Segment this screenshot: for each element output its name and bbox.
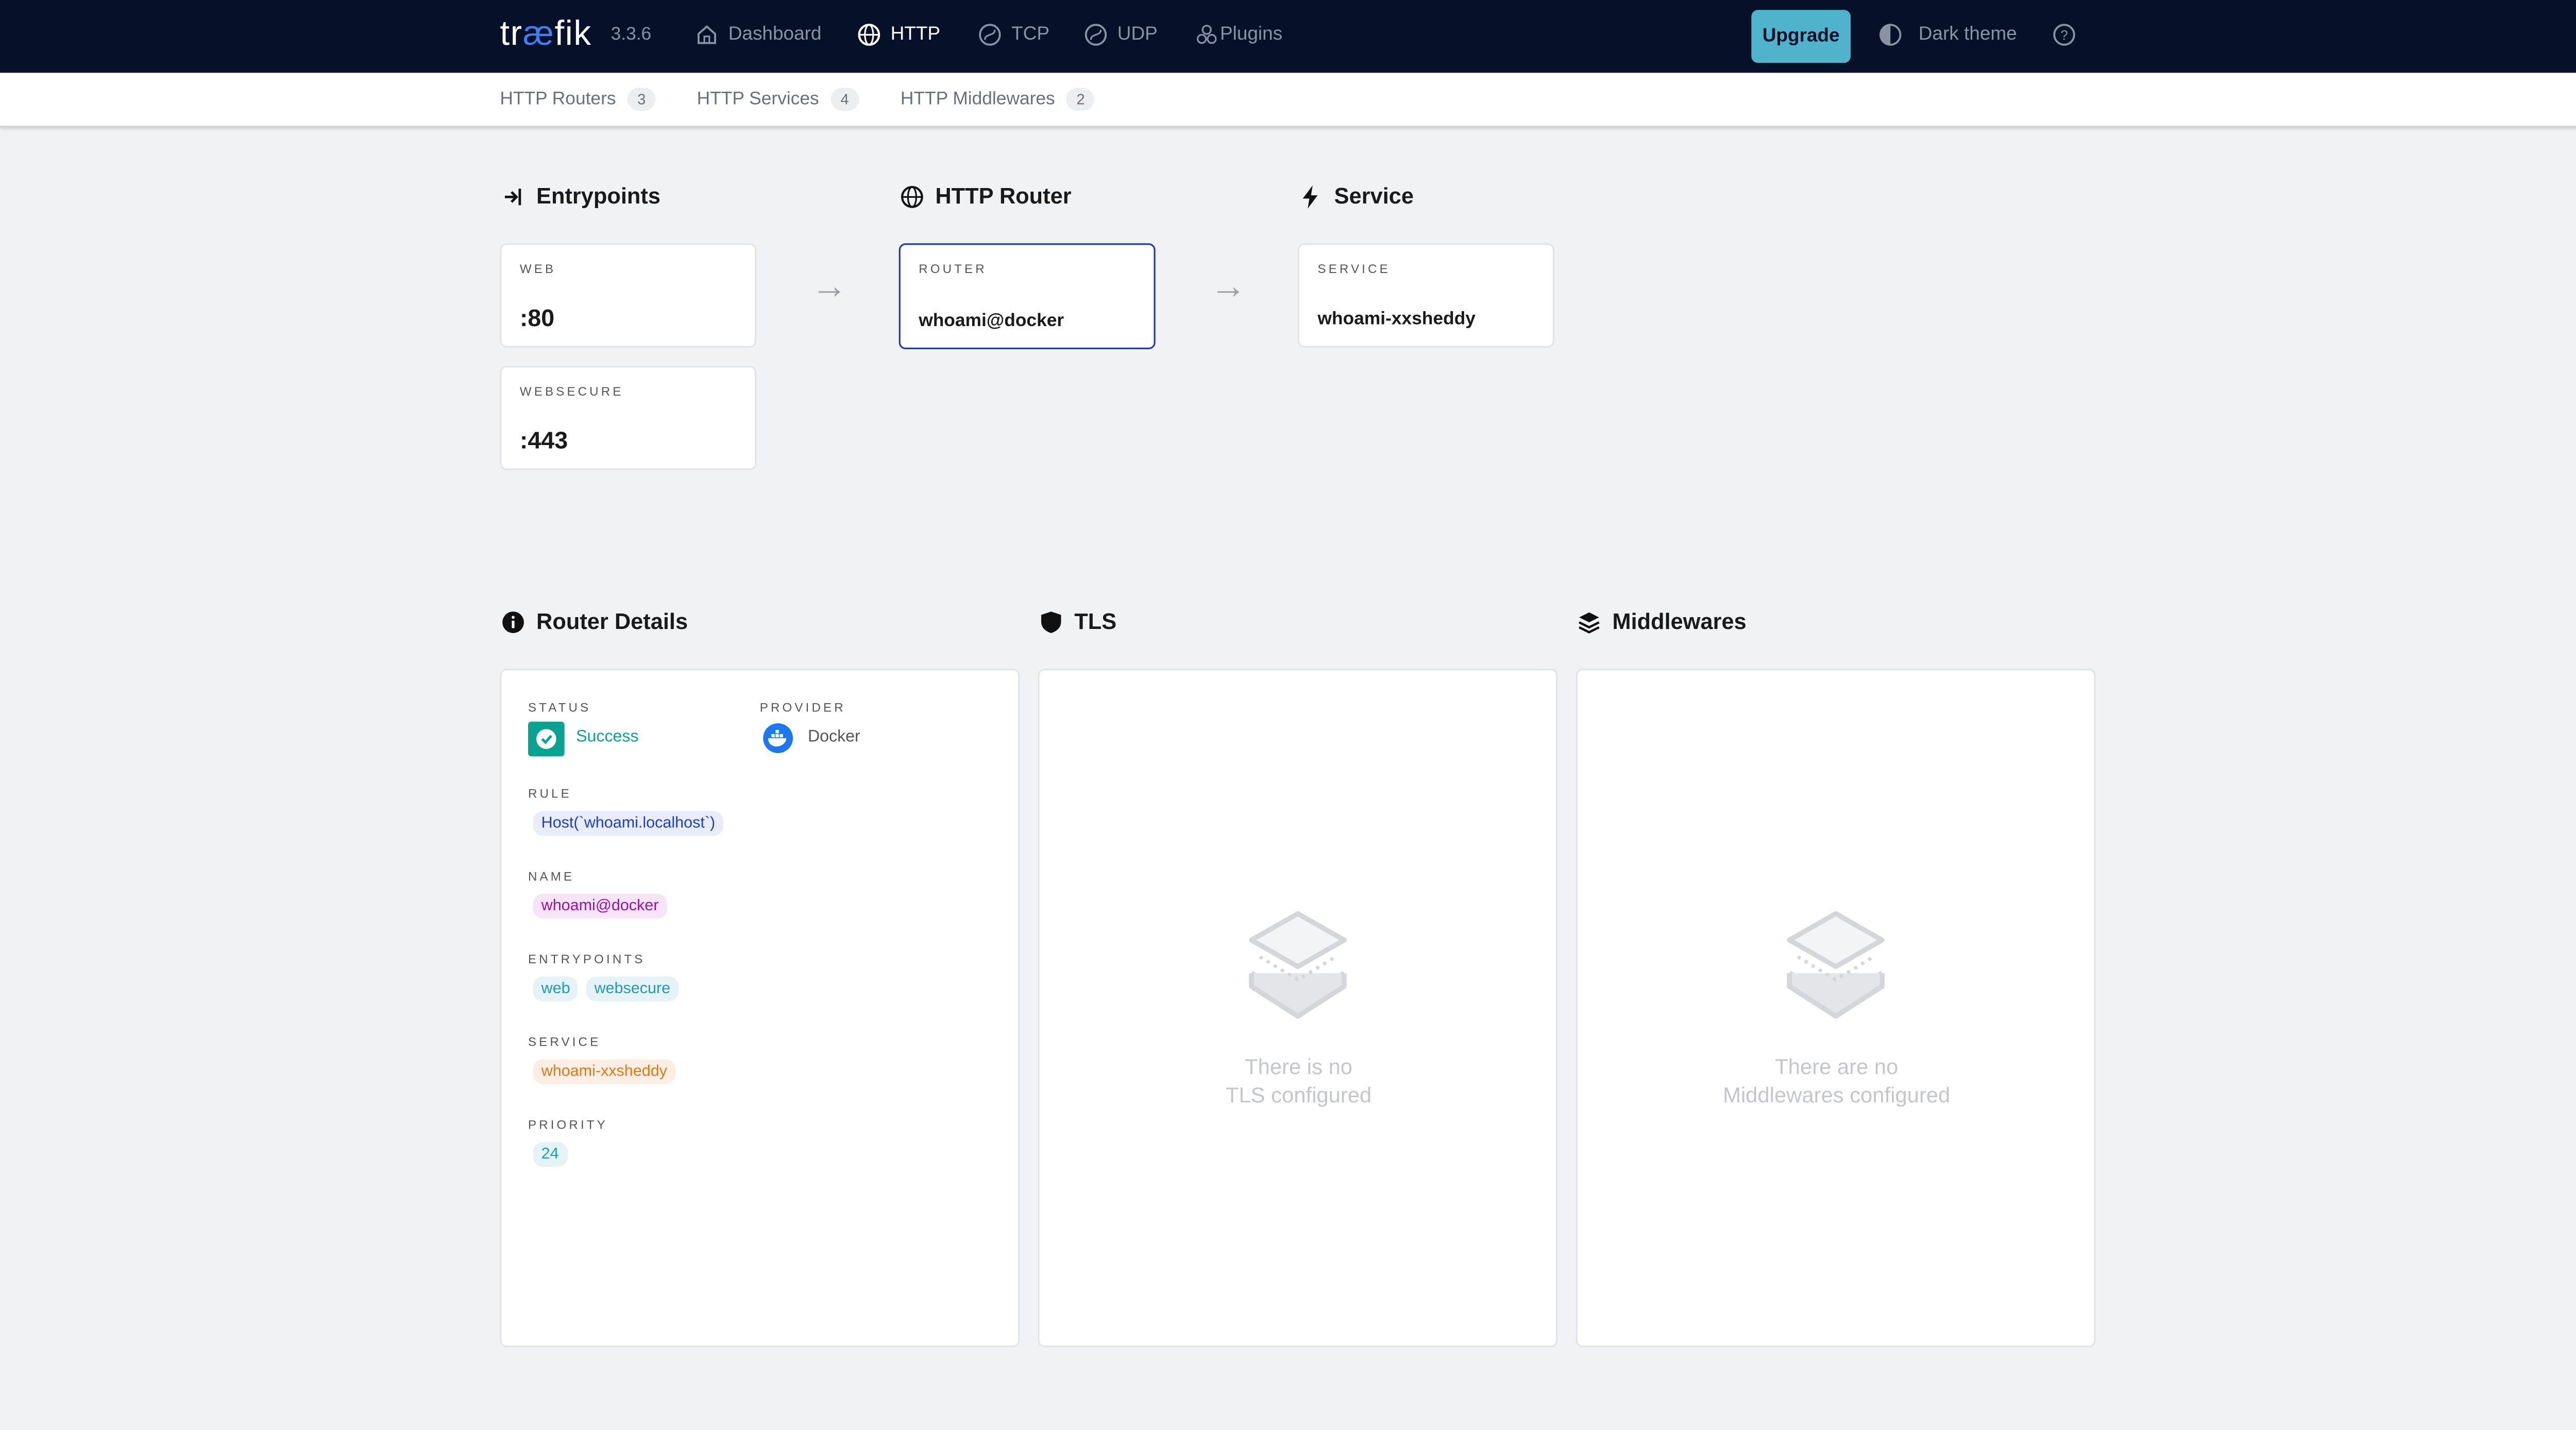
udp-icon <box>1084 24 1107 46</box>
entrypoint-card-web[interactable]: WEB :80 <box>500 243 757 348</box>
name-chip: whoami@docker <box>533 894 667 919</box>
svg-text:?: ? <box>2060 28 2067 43</box>
help-button[interactable]: ? <box>2053 23 2076 46</box>
nav-tcp[interactable]: TCP <box>978 23 1049 46</box>
empty-layers-icon <box>1249 911 1347 1019</box>
nav-udp[interactable]: UDP <box>1084 23 1158 46</box>
version: 3.3.6 <box>611 25 652 45</box>
globe-icon <box>901 185 923 208</box>
tab-http-services[interactable]: HTTP Services 4 <box>697 88 859 111</box>
rule-chip: Host(`whoami.localhost`) <box>533 811 724 836</box>
router-details-heading: Router Details <box>502 609 688 634</box>
middlewares-card: There are no Middlewares configured <box>1575 669 2096 1348</box>
nav-dashboard[interactable]: Dashboard <box>695 23 822 46</box>
entrypoint-chip[interactable]: websecure <box>586 976 679 1001</box>
entrypoint-chip[interactable]: web <box>533 976 579 1001</box>
service-heading: Service <box>1299 184 1414 209</box>
router-details-card: STATUS Success PROVIDER Docker RULE Host… <box>500 669 1020 1348</box>
tcp-icon <box>979 24 1001 46</box>
tab-http-routers[interactable]: HTTP Routers 3 <box>500 88 656 111</box>
docker-icon <box>763 723 793 753</box>
provider-value: Docker <box>807 728 860 747</box>
contrast-icon <box>1879 24 1902 46</box>
arrow-right-icon: → <box>811 265 848 307</box>
count-badge: 2 <box>1066 88 1095 111</box>
middlewares-heading: Middlewares <box>1578 609 1747 634</box>
help-icon: ? <box>2053 24 2075 46</box>
nav-http[interactable]: HTTP <box>857 23 940 46</box>
layers-icon <box>1579 611 1600 633</box>
empty-layers-icon <box>1787 911 1885 1019</box>
bolt-icon <box>1302 184 1318 208</box>
arrow-right-icon: → <box>1210 265 1247 307</box>
status-value: Success <box>576 728 639 747</box>
tab-http-middlewares[interactable]: HTTP Middlewares 2 <box>901 88 1095 111</box>
sub-navbar <box>0 73 2576 128</box>
nav-plugins[interactable]: Plugins <box>1195 23 1282 46</box>
count-badge: 4 <box>831 88 859 111</box>
dark-theme-toggle[interactable]: Dark theme <box>1879 23 2017 46</box>
entrypoint-card-websecure[interactable]: WEBSECURE :443 <box>500 366 757 470</box>
tls-empty-text: There is no TLS configured <box>1225 1054 1372 1108</box>
globe-icon <box>858 24 880 46</box>
router-card[interactable]: ROUTER whoami@docker <box>899 243 1156 349</box>
middlewares-empty-text: There are no Middlewares configured <box>1723 1054 1951 1108</box>
priority-chip: 24 <box>533 1142 567 1167</box>
entrypoints-heading: Entrypoints <box>502 184 660 209</box>
service-chip[interactable]: whoami-xxsheddy <box>533 1059 676 1084</box>
home-icon <box>697 25 716 44</box>
service-card[interactable]: SERVICE whoami-xxsheddy <box>1297 243 1555 348</box>
http-router-heading: HTTP Router <box>901 184 1072 209</box>
tls-heading: TLS <box>1040 609 1116 634</box>
info-icon <box>502 610 524 633</box>
plugins-icon <box>1196 25 1217 44</box>
traefik-logo[interactable]: træfik <box>500 14 592 53</box>
shield-icon <box>1041 610 1061 633</box>
login-icon <box>504 188 521 205</box>
upgrade-button[interactable]: Upgrade <box>1751 10 1851 63</box>
success-icon <box>528 721 565 757</box>
count-badge: 3 <box>628 88 656 111</box>
top-navbar <box>0 0 2576 73</box>
tls-card: There is no TLS configured <box>1038 669 1558 1348</box>
